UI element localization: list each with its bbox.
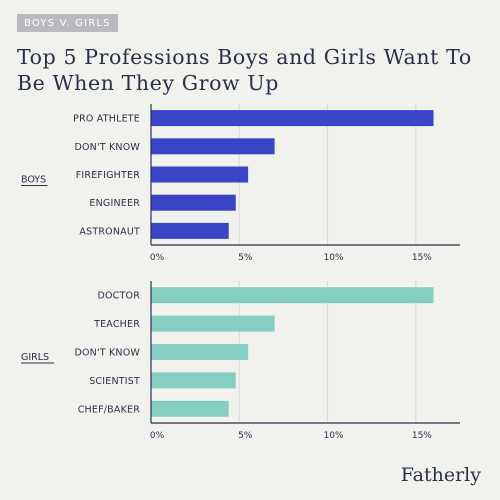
girls-category-label-2: DON'T KNOW xyxy=(74,348,140,359)
girls-bar-3 xyxy=(151,372,236,389)
boys-bar-0 xyxy=(151,110,434,127)
boys-tick-label-0: 0% xyxy=(150,253,165,263)
girls-category-label-0: DOCTOR xyxy=(97,291,140,302)
badge: BOYS V. GIRLS xyxy=(17,14,118,32)
boys-bar-4 xyxy=(151,222,229,239)
girls-category-label-4: CHEF/BAKER xyxy=(78,404,140,415)
girls-bar-0 xyxy=(151,287,434,304)
girls-tick-label-1: 5% xyxy=(238,431,253,441)
chart-title: Top 5 Professions Boys and Girls Want To… xyxy=(17,45,472,95)
girls-tick-label-2: 10% xyxy=(324,431,344,441)
girls-category-label-1: TEACHER xyxy=(93,319,140,330)
boys-category-label-4: ASTRONAUT xyxy=(79,226,140,237)
girls-category-label-3: SCIENTIST xyxy=(89,376,140,387)
girls-bar-1 xyxy=(151,315,275,332)
boys-category-label-2: FIREFIGHTER xyxy=(76,170,140,181)
girls-group-label: GIRLS xyxy=(21,352,49,363)
boys-bar-2 xyxy=(151,166,249,183)
boys-bar-3 xyxy=(151,194,236,211)
girls-bar-2 xyxy=(151,344,249,360)
boys-tick-label-3: 15% xyxy=(412,253,432,263)
boys-tick-label-1: 5% xyxy=(238,253,253,263)
boys-category-label-3: ENGINEER xyxy=(89,198,140,209)
fatherly-logo: Fatherly xyxy=(400,464,481,486)
girls-tick-label-3: 15% xyxy=(412,431,432,441)
girls-tick-label-0: 0% xyxy=(150,431,165,441)
boys-tick-label-2: 10% xyxy=(324,253,344,263)
boys-group-label: BOYS xyxy=(21,175,46,186)
boys-bar-1 xyxy=(151,138,275,155)
girls-bar-4 xyxy=(151,400,229,417)
boys-category-label-1: DON'T KNOW xyxy=(74,142,140,153)
boys-category-label-0: PRO ATHLETE xyxy=(73,114,140,125)
